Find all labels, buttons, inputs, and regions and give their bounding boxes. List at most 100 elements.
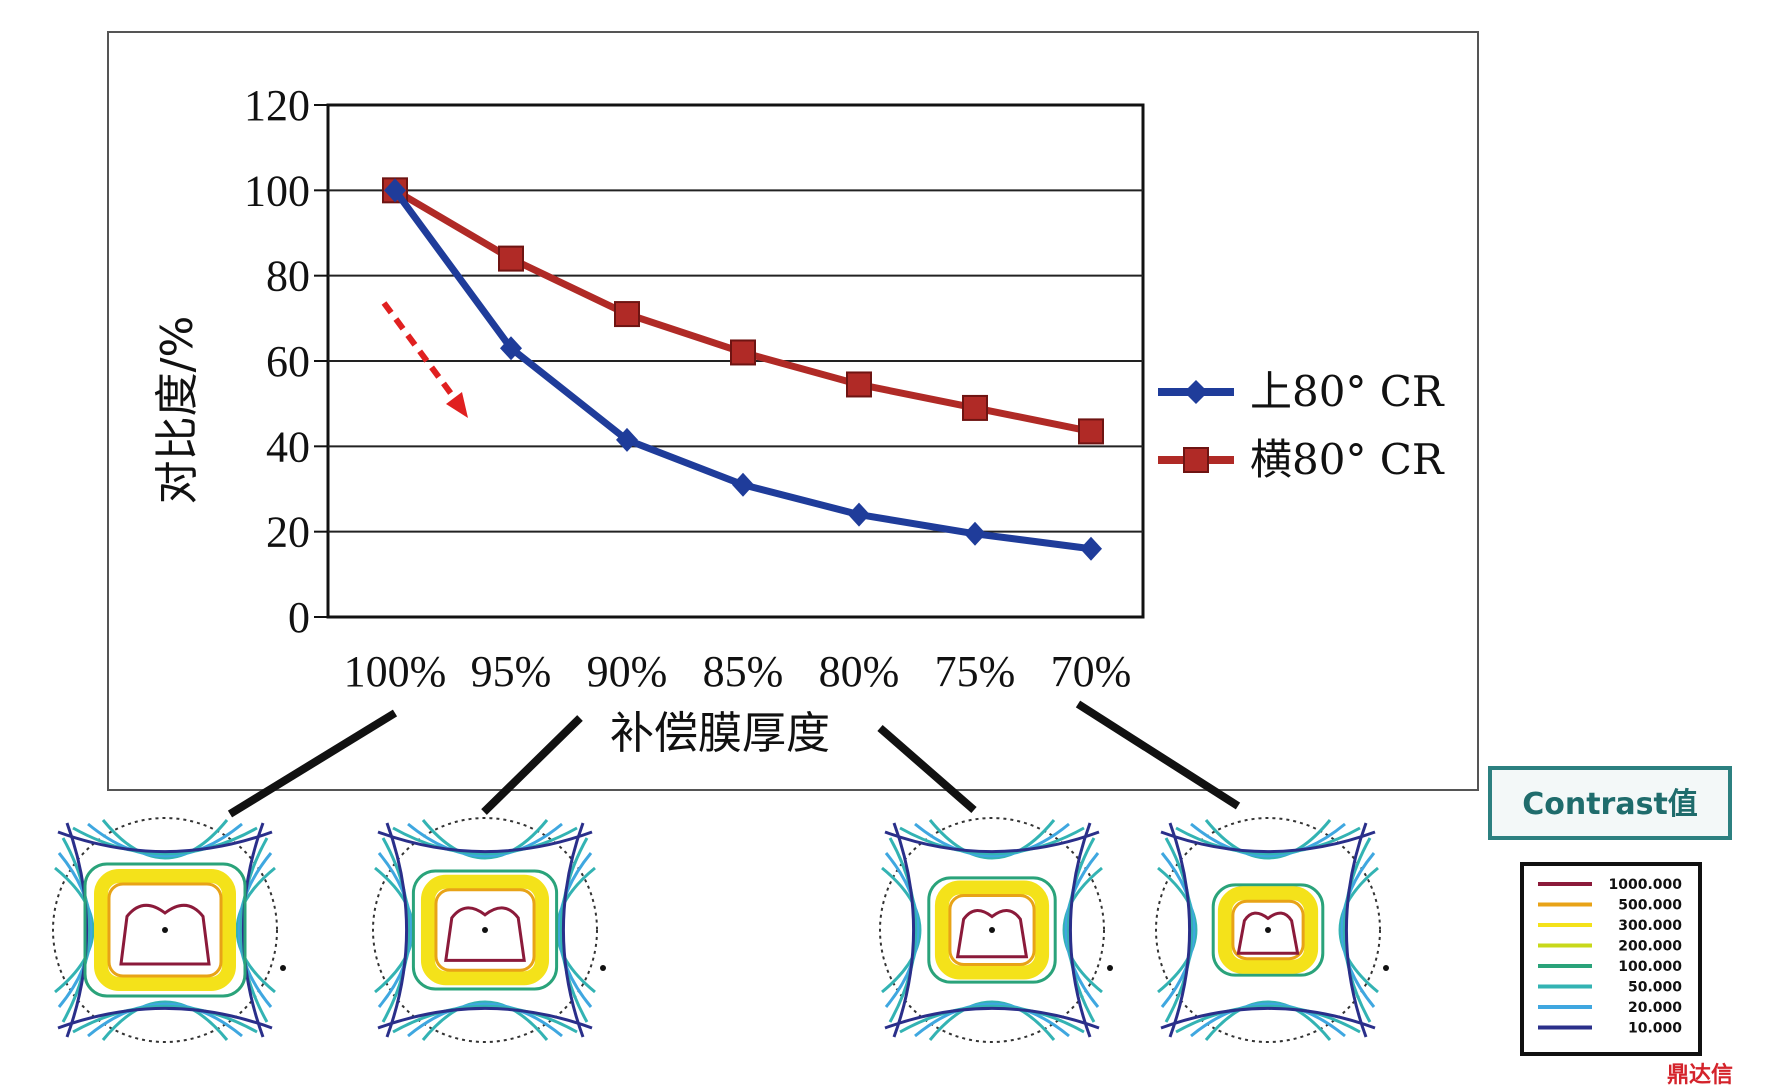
contour-line: [927, 876, 1057, 984]
contour-line: [1236, 911, 1300, 955]
contrast-levels: 1000.000 500.000 300.000 200.000 100.000 50.0…: [1538, 877, 1682, 1037]
decline-arrow-annotation: [381, 301, 468, 418]
legend-item-1: 上80° CR: [1158, 367, 1445, 416]
contour-line: [1190, 822, 1346, 858]
contour-line: [57, 1007, 273, 1030]
y-tick-label: 80: [266, 252, 310, 301]
data-point: [1078, 418, 1104, 445]
contour-line: [87, 822, 243, 858]
contour-line: [1064, 852, 1100, 1008]
contour-line: [948, 894, 1036, 966]
contour-line: [1157, 866, 1198, 994]
contour-line: [892, 822, 915, 1038]
x-tick-label: 85%: [703, 647, 784, 696]
series-2: [382, 177, 1104, 445]
y-tick-label: 0: [288, 593, 310, 642]
contour-plot-95%: [372, 817, 606, 1043]
contour-line: [899, 826, 1085, 856]
contour-line: [239, 837, 269, 1023]
contour-plot-100%: [52, 817, 286, 1043]
contour-line: [1062, 866, 1103, 994]
contour-line: [1160, 1007, 1376, 1030]
contour-line: [107, 882, 223, 978]
contrast-legend-title-box: [1488, 766, 1732, 840]
contour-line: [411, 869, 559, 991]
contrast-level-label: 100.000: [1618, 959, 1682, 975]
contour-line: [559, 837, 589, 1023]
contour-line: [72, 1004, 258, 1034]
contour-line: [1211, 883, 1325, 977]
contour-line: [888, 837, 918, 1023]
contrast-level-label: 20.000: [1628, 1000, 1682, 1016]
contour-line: [955, 909, 1029, 959]
contour-line: [377, 852, 413, 1008]
contrast-level-label: 200.000: [1618, 939, 1682, 955]
y-tick-label: 20: [266, 508, 310, 557]
data-point: [732, 472, 754, 497]
contour-line: [1164, 837, 1194, 1023]
contour-line: [101, 819, 229, 860]
contour-center: [482, 927, 488, 933]
contour-line: [1190, 1002, 1346, 1038]
data-point: [616, 427, 638, 452]
series-1: [384, 178, 1102, 561]
data-point: [846, 371, 872, 398]
legend: 上80° CR 横80° CR: [1158, 367, 1445, 484]
contour-line: [392, 826, 578, 856]
contour-band: [420, 874, 550, 986]
contour-line: [381, 837, 411, 1023]
contour-band: [934, 880, 1050, 980]
contour-plot-80%: [879, 817, 1113, 1043]
contour-line: [562, 822, 585, 1038]
contour-line: [444, 906, 526, 962]
contour-plot-70%: [1155, 817, 1389, 1043]
connector-lines: [227, 700, 1241, 818]
contour-line: [1160, 852, 1196, 1008]
contour-line: [1168, 822, 1191, 1038]
contour-line: [407, 1002, 563, 1038]
contour-marker: [600, 965, 606, 971]
contrast-level-label: 300.000: [1618, 918, 1682, 934]
contour-line: [237, 852, 273, 1008]
contour-line: [377, 1007, 593, 1030]
contour-line: [385, 822, 408, 1038]
contour-line: [377, 830, 593, 853]
watermark: 鼎达信: [1667, 1062, 1733, 1088]
contour-line: [914, 1002, 1070, 1038]
contrast-legend-box: [1520, 862, 1702, 1056]
contour-plots: [52, 817, 1389, 1043]
data-point: [1080, 536, 1102, 561]
x-tick-labels: 100% 95% 90% 85% 80% 75% 70%: [344, 647, 1132, 696]
x-tick-label: 80%: [819, 647, 900, 696]
contour-line: [1204, 1000, 1332, 1041]
y-axis-label: 对比度/%: [152, 316, 203, 505]
contrast-legend-title: Contrast值: [1522, 787, 1698, 822]
contour-line: [421, 819, 549, 860]
contour-line: [434, 888, 536, 972]
contour-line: [57, 852, 93, 1008]
x-tick-label: 95%: [471, 647, 552, 696]
x-tick-label: 70%: [1051, 647, 1132, 696]
contour-band: [94, 869, 236, 991]
contour-line: [61, 837, 91, 1023]
x-tick-label: 90%: [587, 647, 668, 696]
contour-line: [119, 903, 211, 966]
contour-line: [928, 819, 1056, 860]
contour-line: [928, 1000, 1056, 1041]
contour-line: [914, 822, 1070, 858]
contour-line: [1340, 852, 1376, 1008]
data-point: [848, 502, 870, 527]
contour-marker: [280, 965, 286, 971]
contour-line: [1342, 837, 1372, 1023]
contour-center: [1265, 927, 1271, 933]
x-tick-label: 100%: [344, 647, 447, 696]
y-tick-label: 120: [244, 81, 310, 130]
contour-band: [1217, 886, 1319, 974]
contrast-level-label: 50.000: [1628, 980, 1682, 996]
data-point: [730, 339, 756, 366]
contour-line: [884, 830, 1100, 853]
y-tick-label: 40: [266, 422, 310, 471]
contour-line: [1231, 899, 1305, 961]
data-point: [964, 521, 986, 546]
